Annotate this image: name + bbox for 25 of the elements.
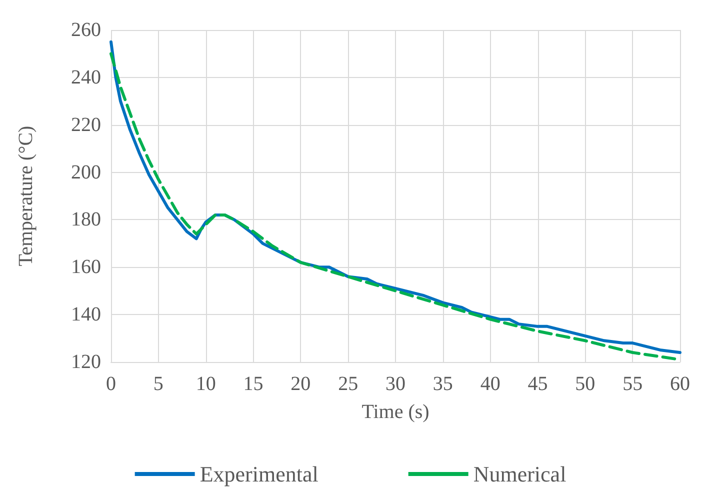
legend-label: Experimental [200,462,318,486]
y-tick-label: 240 [71,66,101,88]
x-tick-label: 15 [243,373,264,395]
y-tick-label: 220 [71,114,101,136]
x-tick-label: 25 [338,373,358,395]
x-tick-label: 20 [290,373,311,395]
x-tick-label: 10 [196,373,216,395]
x-tick-label: 0 [106,373,116,395]
x-axis-title: Time (s) [362,401,430,423]
x-tick-label: 50 [575,373,596,395]
x-tick-label: 35 [432,373,453,395]
y-tick-label: 120 [71,351,101,373]
legend-label: Numerical [473,462,566,486]
x-tick-label: 45 [528,373,548,395]
x-tick-label: 60 [670,373,690,395]
x-tick-label: 30 [386,373,406,395]
y-tick-label: 260 [71,19,101,41]
x-tick-label: 5 [153,373,164,395]
x-tick-label: 40 [480,373,500,395]
y-tick-label: 180 [71,208,101,231]
y-tick-label: 200 [71,161,101,184]
x-tick-label: 55 [622,373,643,395]
y-axis-title: Temperature (°C) [15,126,37,266]
y-tick-label: 140 [71,304,101,326]
y-tick-label: 160 [71,256,101,278]
